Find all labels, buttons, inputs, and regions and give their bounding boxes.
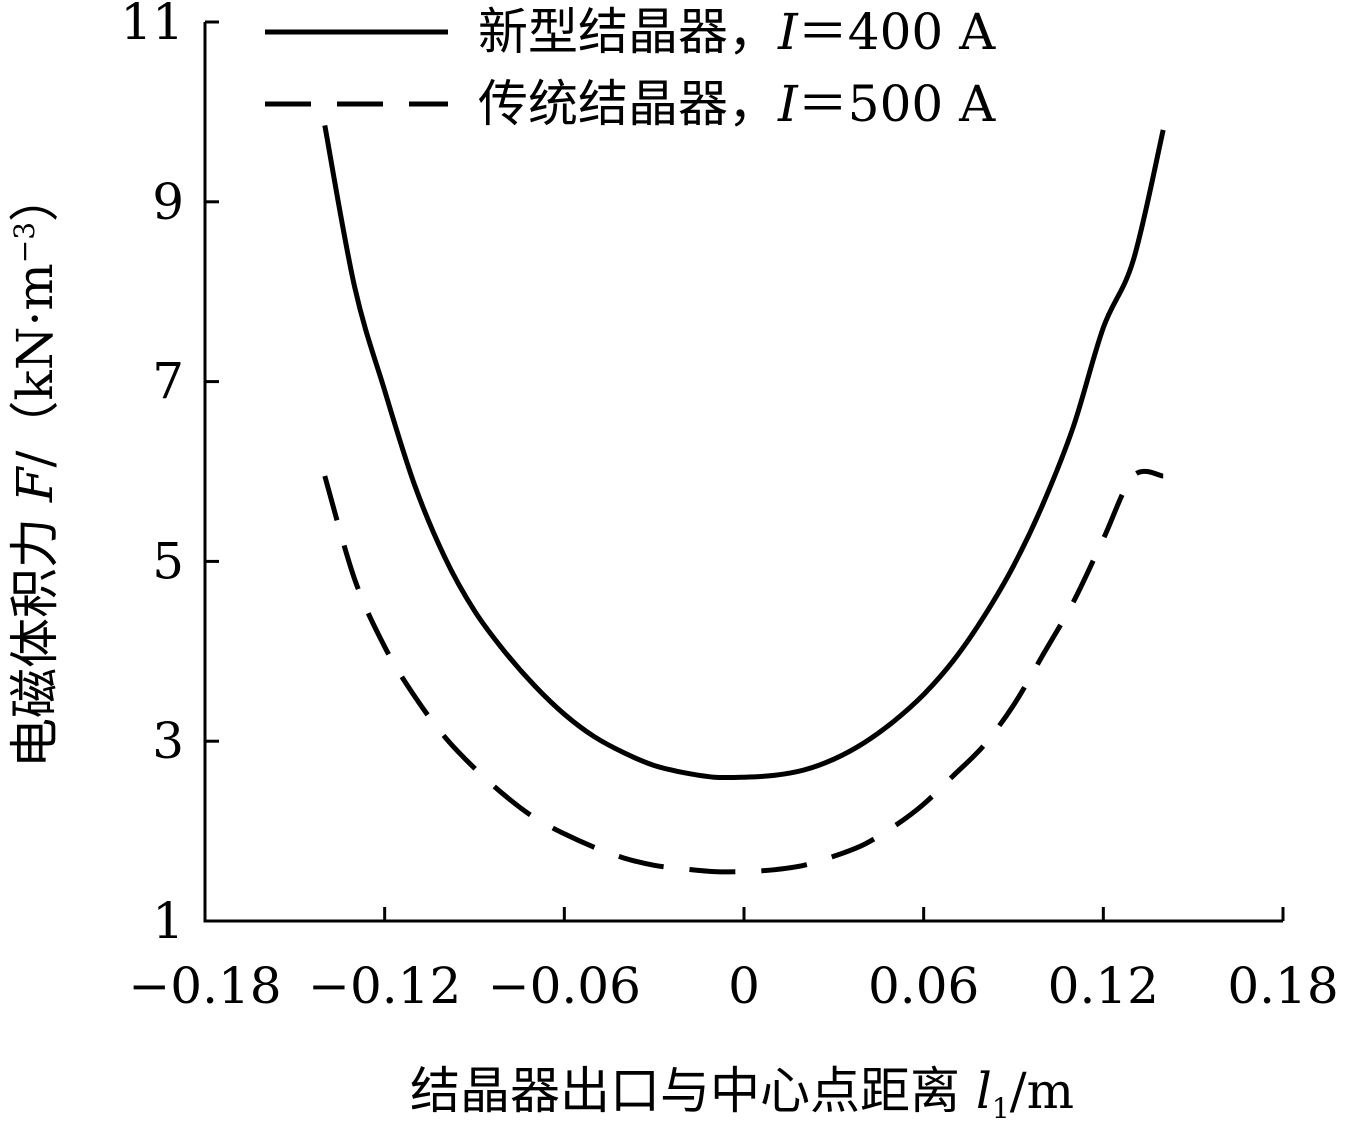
legend-label-var: I xyxy=(777,3,799,61)
x-tick-label: 0.18 xyxy=(1227,957,1338,1015)
x-tick-label: −0.06 xyxy=(488,957,641,1015)
x-axis-title: 结晶器出口与中心点距离 l1/m xyxy=(410,1062,1074,1121)
x-axis-title-var: l xyxy=(976,1062,992,1120)
x-axis-title-sub: 1 xyxy=(992,1092,1010,1121)
x-tick-label: 0.06 xyxy=(868,957,979,1015)
series-layer xyxy=(322,124,1166,875)
x-tick-label: −0.12 xyxy=(308,957,461,1015)
y-axis-title-unit: /（kN·m xyxy=(6,263,64,467)
y-axis-title-main: 电磁体积力 xyxy=(6,502,64,768)
legend-label-main: 传统结晶器， xyxy=(478,75,778,133)
series-line-traditional-crystallizer xyxy=(322,468,1164,875)
axes: −0.18 −0.12 −0.06 0 0.06 0.12 0.18 1 3 5 7 9 11 xyxy=(120,0,1338,1015)
legend-label-rest: ＝500 A xyxy=(798,75,996,133)
x-tick-label: 0 xyxy=(728,957,760,1015)
x-tick-label: 0.12 xyxy=(1048,957,1159,1015)
y-tick-label: 11 xyxy=(120,0,184,51)
y-tick-label: 1 xyxy=(152,892,184,950)
legend-label: 传统结晶器，I＝500 A xyxy=(478,75,996,133)
y-tick-label: 9 xyxy=(152,173,184,231)
y-tick-label: 5 xyxy=(152,532,184,590)
y-axis-title-exp: −3 xyxy=(8,222,41,263)
x-axis-title-main: 结晶器出口与中心点距离 xyxy=(410,1062,976,1120)
series-line-new-crystallizer xyxy=(322,124,1166,781)
legend-item-new-crystallizer: 新型结晶器，I＝400 A xyxy=(265,3,996,61)
y-axis-title-var: F xyxy=(6,465,64,503)
legend-item-traditional-crystallizer: 传统结晶器，I＝500 A xyxy=(265,75,996,133)
y-axis-title-close: ） xyxy=(6,172,64,222)
y-tick-label: 7 xyxy=(152,353,184,411)
legend-label: 新型结晶器，I＝400 A xyxy=(478,3,996,61)
legend-label-var: I xyxy=(777,75,799,133)
legend-label-main: 新型结晶器， xyxy=(478,3,778,61)
x-tick-label: −0.18 xyxy=(128,957,281,1015)
y-tick-label: 3 xyxy=(152,712,184,770)
legend-label-rest: ＝400 A xyxy=(798,3,996,61)
y-axis-title: 电磁体积力 F/（kN·m−3） xyxy=(6,172,64,768)
x-axis-title-unit: /m xyxy=(1010,1062,1074,1120)
